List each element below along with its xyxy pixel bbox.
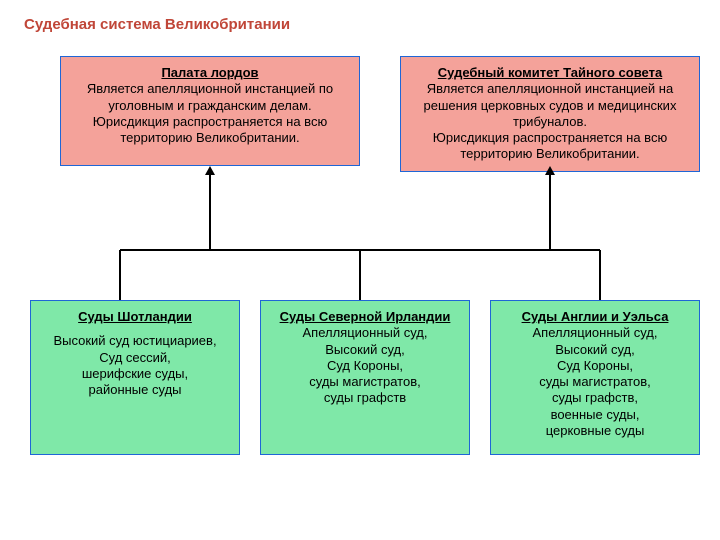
box-house-of-lords: Палата лордов Является апелляционной инс… <box>60 56 360 166</box>
box-heading: Суды Шотландии <box>41 309 229 325</box>
box-northern-ireland-courts: Суды Северной Ирландии Апелляционный суд… <box>260 300 470 455</box>
box-heading: Судебный комитет Тайного совета <box>411 65 689 81</box>
box-heading: Суды Англии и Уэльса <box>501 309 689 325</box>
box-heading: Суды Северной Ирландии <box>271 309 459 325</box>
box-england-wales-courts: Суды Англии и Уэльса Апелляционный суд, … <box>490 300 700 455</box>
box-body: Апелляционный суд, Высокий суд, Суд Коро… <box>271 325 459 406</box>
box-heading: Палата лордов <box>71 65 349 81</box>
page-title: Судебная система Великобритании <box>24 16 290 33</box>
box-body: Апелляционный суд, Высокий суд, Суд Коро… <box>501 325 689 439</box>
box-body: Является апелляционной инстанцией на реш… <box>411 81 689 162</box>
box-scotland-courts: Суды Шотландии Высокий суд юстициариев, … <box>30 300 240 455</box>
box-privy-council: Судебный комитет Тайного совета Является… <box>400 56 700 172</box>
box-body: Высокий суд юстициариев, Суд сессий, шер… <box>41 333 229 398</box>
box-body: Является апелляционной инстанцией по уго… <box>71 81 349 146</box>
